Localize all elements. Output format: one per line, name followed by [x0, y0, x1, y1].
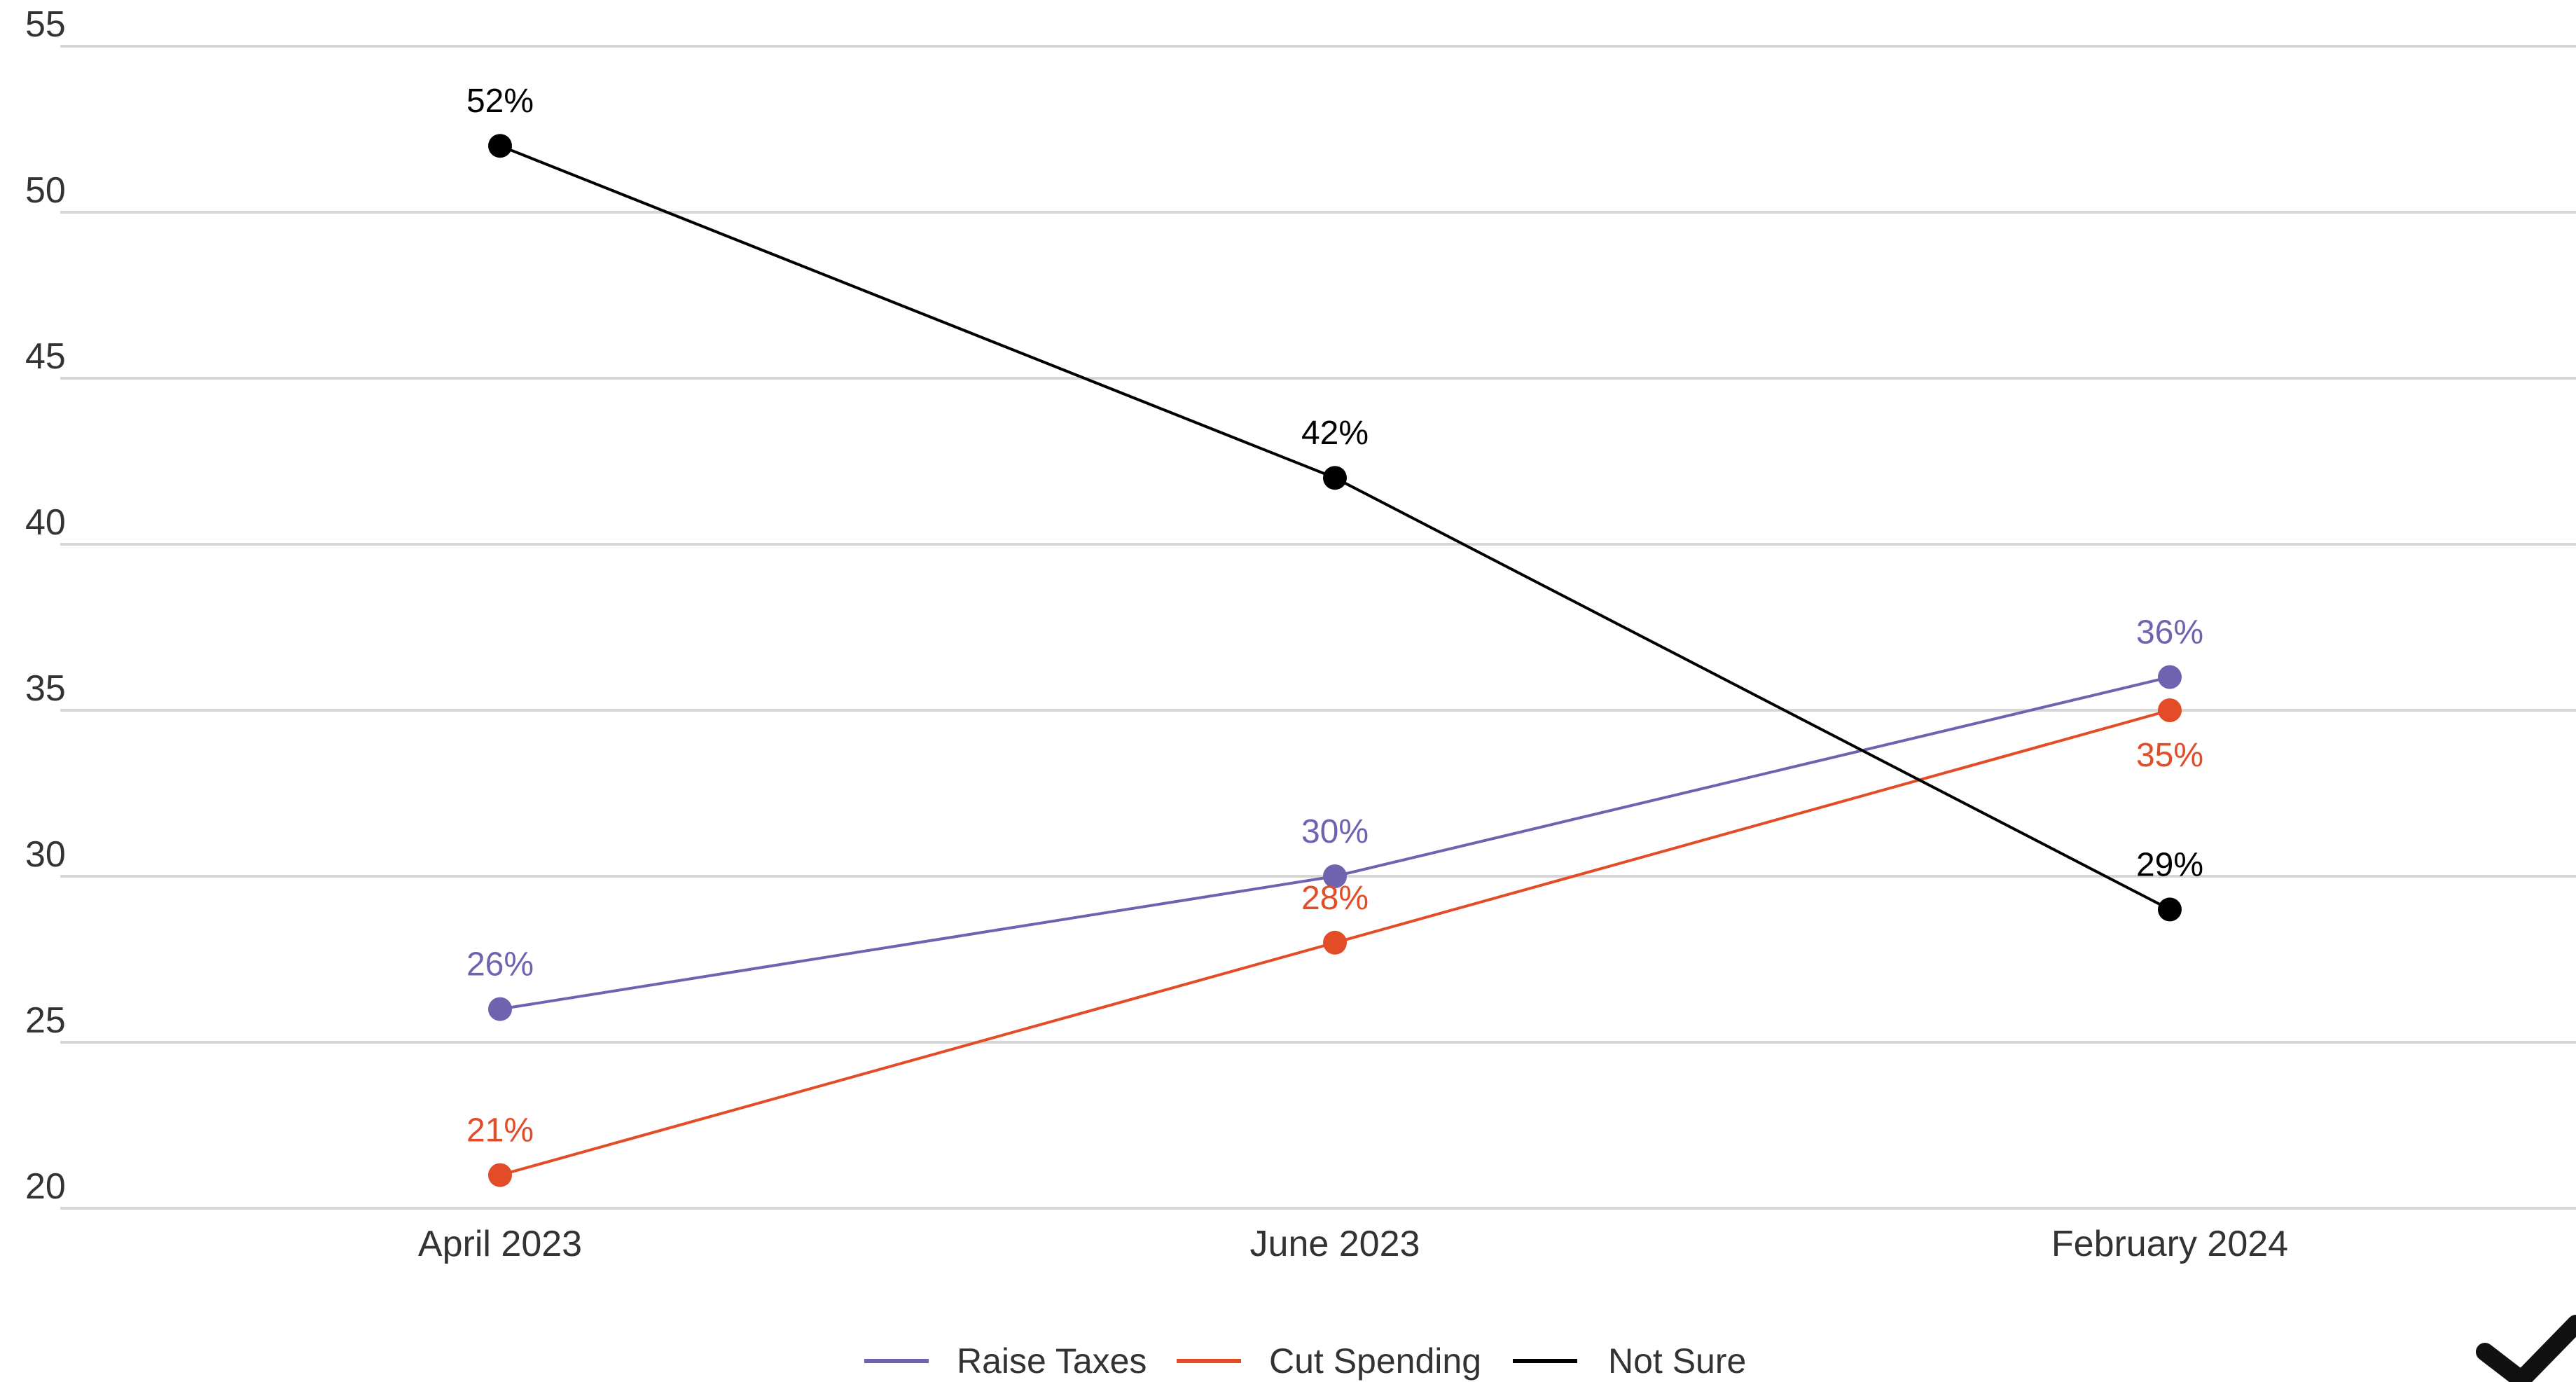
gridlines: [60, 45, 2576, 1210]
data-point: [488, 1163, 512, 1187]
data-label: 30%: [1301, 813, 1369, 850]
legend-label: Cut Spending: [1269, 1341, 1481, 1381]
y-tick-label: 30: [25, 834, 66, 875]
data-label: 36%: [2136, 614, 2203, 651]
y-tick-label: 40: [25, 502, 66, 543]
y-tick-label: 55: [25, 4, 66, 45]
data-point: [2158, 665, 2182, 689]
data-label: 29%: [2136, 846, 2203, 883]
data-label: 26%: [466, 946, 534, 983]
series-line: [499, 144, 2170, 911]
data-point: [488, 134, 512, 158]
y-tick-label: 35: [25, 668, 66, 709]
data-label: 21%: [466, 1112, 534, 1149]
x-tick-label: April 2023: [418, 1224, 582, 1264]
data-label: 42%: [1301, 415, 1369, 452]
y-tick-label: 45: [25, 336, 66, 377]
data-point: [1323, 466, 1347, 490]
y-axis-ticks: 20 25 30 35 40 45 50 55: [25, 4, 66, 1207]
legend: Raise Taxes Cut Spending Not Sure: [864, 1341, 1746, 1381]
y-tick-label: 50: [25, 170, 66, 211]
data-labels-layer: 26% 30% 36% 21% 28% 35% 52% 42% 29%: [466, 83, 2203, 1149]
data-point: [2158, 897, 2182, 922]
data-label: 52%: [466, 83, 534, 120]
legend-label: Not Sure: [1608, 1341, 1746, 1381]
data-label: 28%: [1301, 880, 1369, 917]
data-label: 35%: [2136, 737, 2203, 774]
x-tick-label: February 2024: [2051, 1224, 2288, 1264]
data-point: [1323, 864, 1347, 888]
data-point: [2158, 698, 2182, 722]
y-tick-label: 20: [25, 1166, 66, 1207]
series-layer: [488, 134, 2182, 1187]
x-axis-ticks: April 2023 June 2023 February 2024: [418, 1224, 2288, 1264]
data-point: [488, 997, 512, 1021]
legend-label: Raise Taxes: [957, 1341, 1147, 1381]
x-tick-label: June 2023: [1250, 1224, 1420, 1264]
data-point: [1323, 930, 1347, 955]
brand-logo-mark: [2476, 1315, 2576, 1382]
y-tick-label: 25: [25, 1000, 66, 1041]
